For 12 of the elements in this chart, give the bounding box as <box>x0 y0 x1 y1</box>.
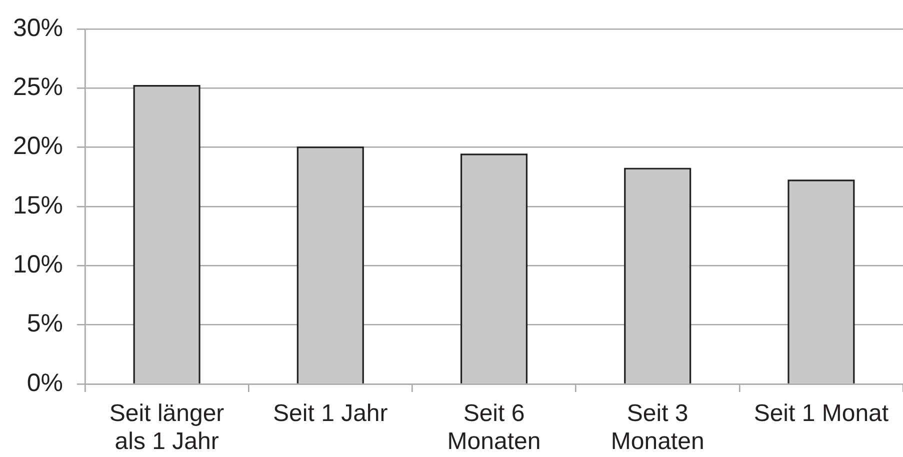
y-tick-label: 10% <box>12 250 63 279</box>
y-tick-label: 20% <box>12 132 63 160</box>
y-tick-label: 25% <box>12 73 63 102</box>
x-tick-label: Seit 6 Monaten <box>447 400 541 456</box>
y-tick-label: 30% <box>12 14 63 42</box>
y-tick-label: 5% <box>26 310 63 338</box>
x-tick-label: Seit 1 Monat <box>754 400 889 427</box>
x-tick-label: Seit länger als 1 Jahr <box>109 400 224 456</box>
x-tick-label: Seit 3 Monaten <box>610 400 704 456</box>
y-tick-label: 0% <box>26 368 63 397</box>
x-tick-label: Seit 1 Jahr <box>273 400 388 427</box>
y-tick-label: 15% <box>12 191 63 220</box>
